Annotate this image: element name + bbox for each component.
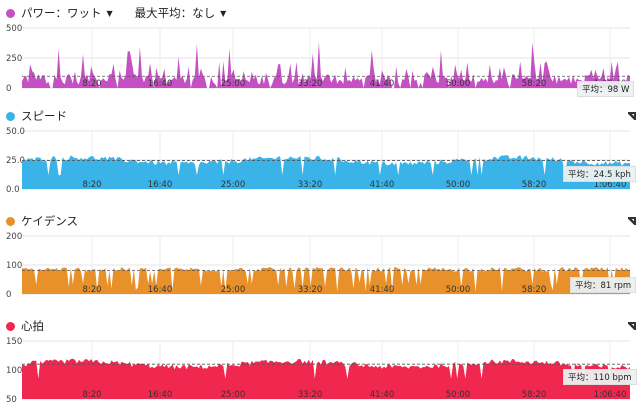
y-tick-label: 200 <box>6 232 22 242</box>
speed-series-area <box>22 155 630 189</box>
chevron-down-icon: ▼ <box>106 8 113 18</box>
y-tick-label: 500 <box>6 24 22 34</box>
x-tick-label: 8:20 <box>82 180 101 190</box>
x-tick-label: 50:00 <box>446 390 471 400</box>
max-average-label: 最大平均：なし <box>134 6 216 20</box>
heart-rate-header: 心拍 <box>6 317 44 335</box>
chart-panel-power: パワー：ワット ▼ 最大平均：なし ▼ 500 250 0 8:20 16:40 25:0… <box>0 0 640 100</box>
y-tick-label: 0 <box>6 290 11 300</box>
power-dot-icon <box>6 8 15 18</box>
expand-icon[interactable] <box>628 217 636 225</box>
cadence-header: ケイデンス <box>6 212 78 230</box>
x-tick-label: 50:00 <box>446 79 471 89</box>
speed-average-label: 平均：24.5 kph <box>563 166 636 182</box>
x-tick-label: 58:20 <box>522 79 547 89</box>
power-chart[interactable]: 500 250 0 8:20 16:40 25:00 33:20 41:40 50:00 58:2… <box>0 0 640 100</box>
heart-rate-average-label: 平均：110 bpm <box>563 369 637 385</box>
x-tick-label: 33:20 <box>298 180 323 190</box>
cadence-chart[interactable]: 200 100 0 8:20 16:40 25:00 33:20 41:40 50:00 58:2… <box>0 205 640 305</box>
speed-dot-icon <box>6 111 15 121</box>
x-tick-label: 8:20 <box>82 390 101 400</box>
x-tick-label: 1:06:40 <box>594 390 627 400</box>
y-tick-label: 25.0 <box>6 156 25 166</box>
x-tick-label: 8:20 <box>82 285 101 295</box>
x-tick-label: 25:00 <box>221 180 246 190</box>
x-tick-label: 8:20 <box>82 79 101 89</box>
y-tick-label: 0.0 <box>6 185 20 195</box>
x-tick-label: 58:20 <box>522 390 547 400</box>
x-tick-label: 58:20 <box>522 180 547 190</box>
cadence-series-area <box>22 267 630 294</box>
x-tick-label: 41:40 <box>370 390 395 400</box>
x-tick-label: 25:00 <box>221 285 246 295</box>
chart-panel-cadence: ケイデンス 200 100 0 8:20 16:40 25:00 33:20 41:40 50:… <box>0 205 640 305</box>
chevron-down-icon: ▼ <box>220 8 227 18</box>
heart-rate-chart[interactable]: 150 100 50 8:20 16:40 25:00 33:20 41:40 50:00 58:… <box>0 310 640 405</box>
y-tick-label: 0 <box>6 84 11 94</box>
power-series-area <box>22 41 630 88</box>
x-tick-label: 50:00 <box>446 285 471 295</box>
chart-panel-heart-rate: 心拍 150 100 50 8:20 16:40 25:00 33:20 41:40 50:00… <box>0 310 640 405</box>
y-tick-label: 100 <box>6 366 22 376</box>
x-tick-label: 16:40 <box>148 79 173 89</box>
y-tick-label: 50 <box>6 395 17 405</box>
x-tick-label: 16:40 <box>148 180 173 190</box>
power-average-label: 平均：98 W <box>577 81 635 97</box>
x-tick-label: 41:40 <box>370 285 395 295</box>
x-tick-label: 58:20 <box>522 285 547 295</box>
y-tick-label: 250 <box>6 54 22 64</box>
metric-selector-label: パワー：ワット <box>21 6 102 20</box>
power-header: パワー：ワット ▼ 最大平均：なし ▼ <box>6 4 226 22</box>
x-tick-label: 16:40 <box>148 285 173 295</box>
x-tick-label: 16:40 <box>148 390 173 400</box>
x-tick-label: 1:06:40 <box>594 180 627 190</box>
heart-rate-title: 心拍 <box>21 319 44 333</box>
heart_rate-series-area <box>22 358 630 399</box>
cadence-average-label: 平均：81 rpm <box>570 277 637 293</box>
chart-panel-speed: スピード 50.0 25.0 0.0 8:20 16:40 25:00 33:20 41:40… <box>0 100 640 200</box>
x-tick-label: 41:40 <box>370 180 395 190</box>
cadence-title: ケイデンス <box>21 214 79 228</box>
expand-icon[interactable] <box>628 112 636 120</box>
x-tick-label: 25:00 <box>221 79 246 89</box>
max-average-dropdown[interactable]: 最大平均：なし ▼ <box>135 5 227 21</box>
x-tick-label: 25:00 <box>221 390 246 400</box>
y-tick-label: 150 <box>6 337 22 347</box>
speed-header: スピード <box>6 107 67 125</box>
heart-rate-dot-icon <box>6 321 15 331</box>
x-tick-label: 41:40 <box>370 79 395 89</box>
x-tick-label: 33:20 <box>298 79 323 89</box>
expand-icon[interactable] <box>628 322 636 330</box>
x-tick-label: 33:20 <box>298 285 323 295</box>
y-tick-label: 100 <box>6 261 22 271</box>
y-tick-label: 50.0 <box>6 127 25 137</box>
x-tick-label: 33:20 <box>298 390 323 400</box>
cadence-dot-icon <box>6 216 15 226</box>
x-tick-label: 50:00 <box>446 180 471 190</box>
metric-selector-dropdown[interactable]: パワー：ワット ▼ <box>6 5 113 21</box>
speed-title: スピード <box>21 109 67 123</box>
speed-chart[interactable]: 50.0 25.0 0.0 8:20 16:40 25:00 33:20 41:40 50:00… <box>0 100 640 200</box>
